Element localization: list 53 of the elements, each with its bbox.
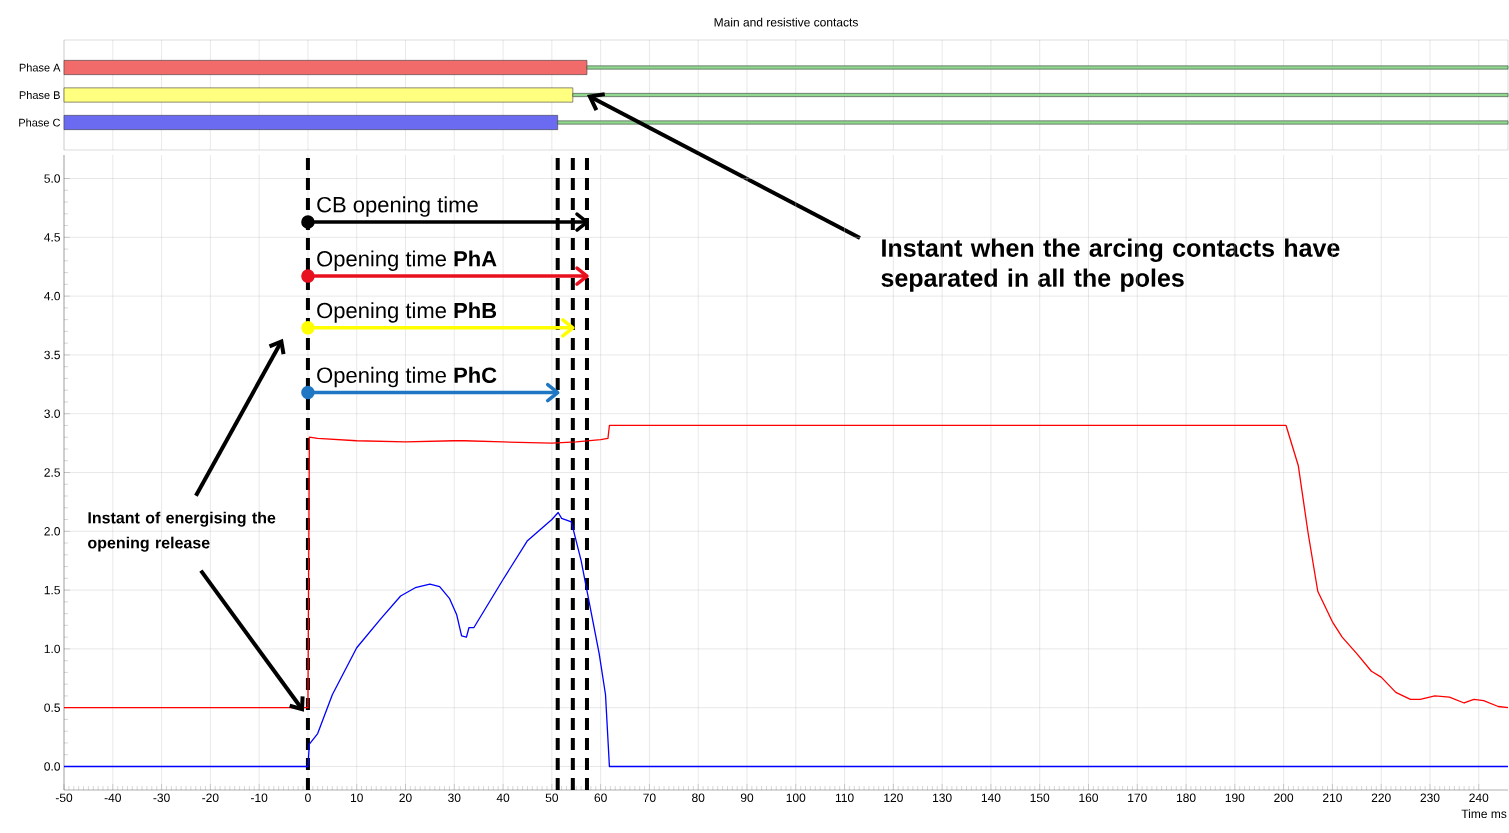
x-tick-label: 60 [594, 793, 607, 803]
y-tick-label: 1.0 [44, 644, 61, 654]
x-tick-label: 170 [1128, 793, 1147, 803]
x-tick-label: 0 [305, 793, 311, 803]
y-tick-label: Phase A [19, 63, 61, 72]
x-tick-label: 180 [1176, 793, 1196, 803]
y-tick-label: 5.0 [44, 174, 61, 183]
x-tick-label: 190 [1225, 793, 1245, 803]
annotation: Opening time PhC [317, 366, 497, 388]
annotation: CB opening time [317, 196, 478, 217]
x-tick-label: 230 [1420, 793, 1440, 803]
x-tick-label: -30 [153, 793, 170, 803]
x-tick-label: 40 [496, 793, 510, 803]
line-series [63, 511, 1509, 768]
x-tick-label: 30 [448, 793, 461, 803]
y-tick-label: 2.0 [44, 527, 61, 536]
x-tick-label: 80 [692, 793, 705, 803]
x-tick-label: 240 [1469, 793, 1489, 803]
x-tick-label: 70 [643, 793, 656, 803]
y-tick-label: Phase C [19, 118, 61, 127]
y-tick-label: 3.0 [44, 409, 61, 418]
annotation: Opening time PhB [317, 302, 497, 323]
x-tick-label: 100 [786, 793, 806, 803]
x-tick-label: 10 [350, 793, 363, 803]
chart-title: Main and resistive contacts [714, 17, 858, 27]
x-tick-label: 130 [933, 793, 952, 803]
x-tick-label: 150 [1030, 793, 1050, 803]
x-tick-label: 210 [1323, 793, 1342, 803]
x-tick-label: 220 [1371, 793, 1391, 803]
y-tick-label: 4.5 [44, 233, 60, 242]
y-tick-label: 1.5 [44, 585, 60, 595]
y-tick-label: 4.0 [44, 291, 61, 301]
x-tick-label: -40 [104, 793, 121, 803]
x-tick-label: 160 [1079, 793, 1099, 803]
x-tick-label: 50 [545, 793, 559, 803]
x-axis-title: Time ms [1461, 809, 1507, 819]
x-tick-label: -20 [202, 793, 219, 803]
y-tick-label: Phase B [19, 90, 60, 100]
x-tick-label: 120 [884, 793, 903, 803]
y-tick-label: 2.5 [44, 468, 60, 477]
x-tick-label: -10 [251, 793, 268, 803]
y-tick-label: 0.0 [44, 762, 61, 771]
x-tick-label: 90 [740, 793, 754, 803]
y-tick-label: 3.5 [44, 350, 60, 360]
y-tick-label: 0.5 [44, 703, 60, 712]
x-tick-label: 140 [981, 793, 1001, 803]
annotation: Opening time PhA [317, 250, 497, 271]
x-tick-label: -50 [55, 793, 73, 803]
x-tick-label: 20 [399, 793, 412, 803]
x-tick-label: 110 [835, 793, 854, 803]
annotation: Instant when the arcing contacts have separated in all the poles [881, 238, 1340, 292]
annotation: Instant of energising the opening release [88, 511, 276, 552]
x-tick-label: 200 [1274, 793, 1294, 803]
